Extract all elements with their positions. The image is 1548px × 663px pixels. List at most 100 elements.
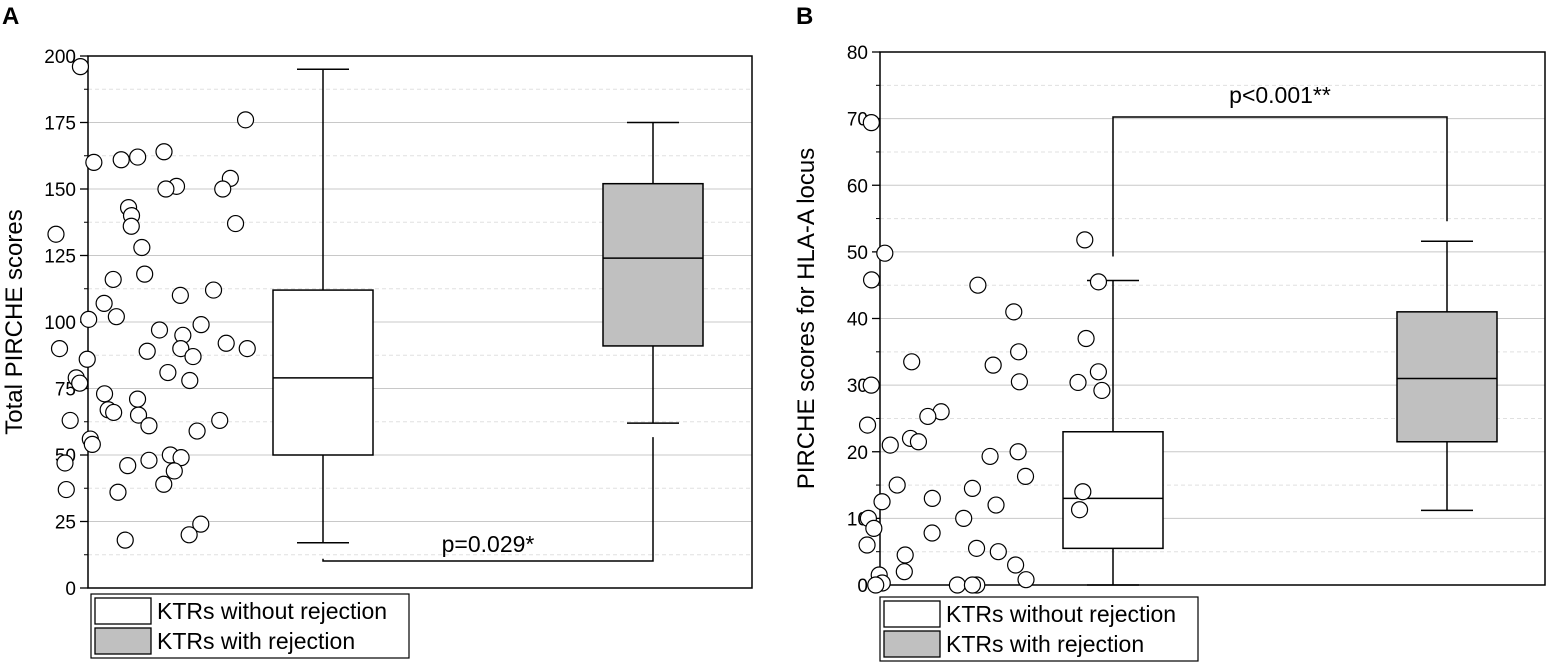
panel-b-data-point: [981, 447, 999, 466]
panel-b-ytick-label: 40: [847, 310, 868, 331]
panel-a-data-point: [214, 180, 232, 198]
panel-a-data-point: [78, 350, 96, 368]
panel-b-data-point: [1007, 556, 1025, 574]
panel-b-legend-label: KTRs with rejection: [946, 631, 1144, 657]
panel-a-legend-swatch: [94, 597, 152, 625]
panel-a-data-point: [104, 270, 122, 289]
panel-b-data-point: [1074, 483, 1092, 501]
panel-a-box-without-rejection: [272, 289, 374, 456]
panel-a-data-point: [138, 342, 156, 360]
panel-b-data-point: [984, 356, 1002, 374]
panel-a-data-point: [157, 180, 175, 198]
panel-b-data-point: [987, 496, 1005, 514]
panel-a-data-point: [105, 403, 123, 422]
panel-b-data-point: [909, 433, 928, 451]
panel-a-data-point: [217, 334, 235, 352]
panel-a-ylabel: Total PIRCHE scores: [1, 209, 28, 434]
panel-b-ytick-label: 60: [847, 176, 868, 197]
panel-a-data-point: [47, 225, 65, 243]
panel-b-data-point: [881, 436, 899, 454]
panel-b-ytick-label: 80: [847, 43, 868, 64]
panel-a-data-point: [165, 462, 183, 480]
panel-a-data-point: [128, 390, 147, 408]
panel-b-data-point: [923, 489, 941, 507]
panel-b-ylabel: PIRCHE scores for HLA-A locus: [793, 148, 820, 489]
panel-b-data-point: [923, 524, 941, 542]
panel-a-data-point: [184, 347, 202, 366]
panel-b-data-point: [969, 276, 987, 294]
panel-a-data-point: [107, 308, 125, 326]
panel-b-data-point: [1089, 273, 1108, 291]
panel-a-data-point: [188, 422, 206, 440]
panel-a-data-point: [83, 435, 101, 453]
panel-a-data-point: [136, 265, 154, 283]
panel-a-data-point: [238, 340, 256, 358]
panel-a-ytick-label: 25: [55, 513, 76, 534]
panel-a-ytick-label: 100: [44, 313, 76, 334]
panel-a-legend-swatch: [94, 627, 152, 655]
panel-b-ytick-label: 70: [847, 110, 868, 131]
panel-b-data-point: [858, 536, 876, 554]
panel-a-data-point: [85, 153, 103, 171]
panel-b-data-point: [895, 563, 913, 581]
panel-a-ytick-label: 0: [65, 579, 76, 600]
panel-a-data-point: [236, 111, 255, 129]
panel-b-data-point: [963, 576, 982, 594]
panel-b-data-point: [1070, 501, 1089, 519]
panel-b-data-point: [948, 576, 966, 594]
panel-b-data-point: [867, 576, 885, 594]
panel-a-data-point: [129, 148, 147, 166]
panel-b-data-point: [967, 539, 986, 557]
panel-b-data-point: [963, 479, 982, 497]
panel-b-letter: B: [796, 3, 813, 30]
panel-b-p-value: p<0.001**: [1229, 82, 1331, 108]
panel-a-data-point: [226, 214, 245, 233]
panel-a-data-point: [204, 281, 223, 299]
panel-b-data-point: [1010, 343, 1028, 361]
panel-b-data-point: [1093, 381, 1111, 400]
panel-a-legend-label: KTRs without rejection: [157, 598, 387, 624]
panel-b-data-point: [1017, 571, 1035, 589]
panel-a-ytick-label: 200: [44, 47, 76, 68]
panel-a-data-point: [159, 363, 177, 382]
panel-a-data-point: [119, 457, 137, 475]
panel-b-data-point: [896, 546, 914, 564]
panel-a-legend-label: KTRs with rejection: [157, 628, 355, 654]
panel-b-data-point: [862, 271, 881, 289]
panel-b-box-with-rejection: [1396, 311, 1498, 443]
panel-b-data-point: [1005, 303, 1023, 321]
panel-a-ytick-label: 175: [44, 114, 76, 135]
panel-a-box-with-rejection: [602, 182, 704, 347]
panel-a-data-point: [150, 321, 169, 339]
panel-b-ytick-label: 50: [847, 243, 868, 264]
panel-a-ytick-label: 75: [55, 380, 76, 401]
panel-a-data-point: [50, 340, 69, 358]
panel-a-data-point: [192, 316, 210, 334]
panel-b-data-point: [873, 493, 891, 511]
panel-b-data-point: [903, 353, 921, 371]
panel-b-data-point: [1076, 231, 1094, 249]
panel-a-data-point: [80, 310, 98, 328]
panel-b-data-point: [1069, 373, 1087, 392]
panel-b-data-point: [858, 416, 877, 434]
panel-a-data-point: [56, 454, 74, 472]
panel-b-data-point: [865, 519, 883, 537]
panel-b-data-point: [862, 376, 880, 394]
panel-b-data-point: [1010, 373, 1029, 391]
panel-a-data-point: [192, 515, 210, 533]
panel-a-p-value: p=0.029*: [442, 531, 535, 557]
panel-a-data-point: [155, 475, 173, 493]
panel-a-data-point: [57, 480, 75, 499]
panel-b-data-point: [876, 244, 894, 262]
panel-b-ytick-label: 0: [857, 576, 868, 597]
panel-a-letter: A: [2, 3, 19, 30]
panel-a-data-point: [61, 411, 79, 430]
panel-a-data-point: [172, 340, 190, 358]
panel-b-data-point: [1077, 329, 1095, 348]
panel-b-data-point: [862, 114, 880, 132]
panel-a-data-point: [95, 385, 114, 403]
panel-a-ytick-label: 150: [44, 180, 76, 201]
panel-a-data-point: [172, 449, 190, 467]
panel-a-data-point: [171, 286, 189, 304]
